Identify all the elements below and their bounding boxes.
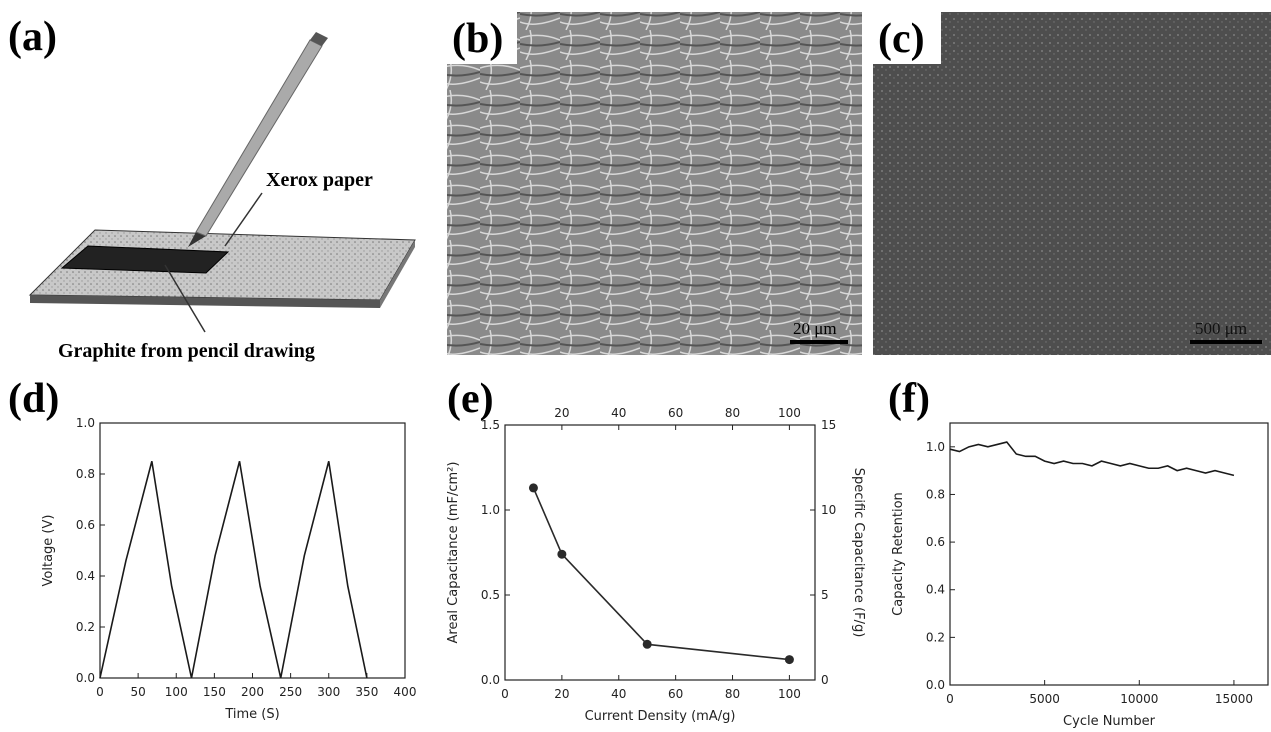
panel-label: (f) [888, 376, 930, 422]
y-tick-label: 0.6 [926, 535, 945, 549]
x2-tick-label: 40 [611, 406, 626, 420]
x-tick-label: 40 [611, 687, 626, 701]
x-tick-label: 250 [279, 685, 302, 699]
pencil [196, 40, 322, 236]
data-line [533, 488, 789, 660]
data-line [100, 461, 367, 678]
y-tick-label: 1.0 [76, 416, 95, 430]
figure: Xerox paper Graphite from pencil drawing… [0, 0, 1271, 732]
data-point [643, 640, 652, 649]
chart: (f) 0 5000 10000 15000 0.0 0.2 0.4 0.6 0.8 1.0 Cycl… [888, 376, 1268, 729]
x-tick-label: 20 [554, 687, 569, 701]
x-tick-label: 50 [130, 685, 145, 699]
y-tick-label: 0.2 [76, 620, 95, 634]
x-tick-label: 350 [355, 685, 378, 699]
chart: (e) 0 20 40 60 80 100 20 40 60 80 100 0.0 0.5 1.0 1.5 0 5… [446, 376, 866, 724]
x-tick-label: 5000 [1029, 692, 1060, 706]
x-tick-label: 0 [946, 692, 954, 706]
panel-c: (c) 500 μm [873, 12, 1271, 355]
y-axis-label: Capacity Retention [891, 492, 906, 616]
x-tick-label: 80 [725, 687, 740, 701]
y-tick-label: 1.0 [481, 503, 500, 517]
x-axis-label: Current Density (mA/g) [585, 709, 736, 724]
x-tick-label: 100 [778, 687, 801, 701]
y-tick-label: 0.4 [926, 583, 945, 597]
y-tick-label: 1.5 [481, 418, 500, 432]
x-tick-label: 60 [668, 687, 683, 701]
y-tick-label: 0.5 [481, 588, 500, 602]
x2-tick-label: 20 [554, 406, 569, 420]
data-point [785, 655, 794, 664]
panel-label: (e) [447, 376, 494, 422]
x-tick-label: 100 [165, 685, 188, 699]
panel-label: (b) [452, 16, 503, 62]
panel-label: (d) [8, 376, 59, 422]
plot-frame [505, 425, 815, 680]
x-tick-label: 0 [96, 685, 104, 699]
annotation: Xerox paper [266, 169, 373, 191]
data-point [529, 483, 538, 492]
x2-tick-label: 80 [725, 406, 740, 420]
y-tick-label: 0.8 [926, 487, 945, 501]
data-point [557, 550, 566, 559]
x-tick-label: 200 [241, 685, 264, 699]
panel-label: (a) [8, 14, 57, 60]
y2-tick-label: 5 [821, 588, 829, 602]
panel-b: (b) 20 μm [447, 12, 862, 355]
y-tick-label: 1.0 [926, 440, 945, 454]
x-tick-label: 15000 [1215, 692, 1253, 706]
annotation: Graphite from pencil drawing [58, 340, 315, 362]
data-line [950, 442, 1234, 475]
y-tick-label: 0.0 [481, 673, 500, 687]
y-tick-label: 0.0 [926, 678, 945, 692]
y-axis-label: Areal Capacitance (mF/cm²) [446, 462, 461, 644]
scale-label: 20 μm [793, 319, 837, 338]
y-tick-label: 0.0 [76, 671, 95, 685]
x-tick-label: 300 [317, 685, 340, 699]
x-tick-label: 10000 [1120, 692, 1158, 706]
x-axis-label: Time (S) [224, 707, 279, 722]
y-tick-label: 0.2 [926, 630, 945, 644]
panel-label: (c) [878, 16, 925, 62]
x2-tick-label: 60 [668, 406, 683, 420]
y-tick-label: 0.4 [76, 569, 95, 583]
x-tick-label: 400 [394, 685, 417, 699]
y2-tick-label: 0 [821, 673, 829, 687]
scale-label: 500 μm [1195, 319, 1247, 338]
x-tick-label: 0 [501, 687, 509, 701]
y-tick-label: 0.6 [76, 518, 95, 532]
y-axis-label: Voltage (V) [41, 515, 56, 587]
y2-tick-label: 10 [821, 503, 836, 517]
x-axis-label: Cycle Number [1063, 714, 1156, 729]
panel-a: Xerox paper Graphite from pencil drawing… [8, 14, 415, 362]
y-tick-label: 0.8 [76, 467, 95, 481]
y2-tick-label: 15 [821, 418, 836, 432]
y2-axis-label: Specific Capacitance (F/g) [851, 468, 866, 638]
x2-tick-label: 100 [778, 406, 801, 420]
x-tick-label: 150 [203, 685, 226, 699]
chart: (d) 0 50 100 150 200 250 300 350 400 0.0 0.2 0.4 0.6 0… [8, 376, 416, 722]
